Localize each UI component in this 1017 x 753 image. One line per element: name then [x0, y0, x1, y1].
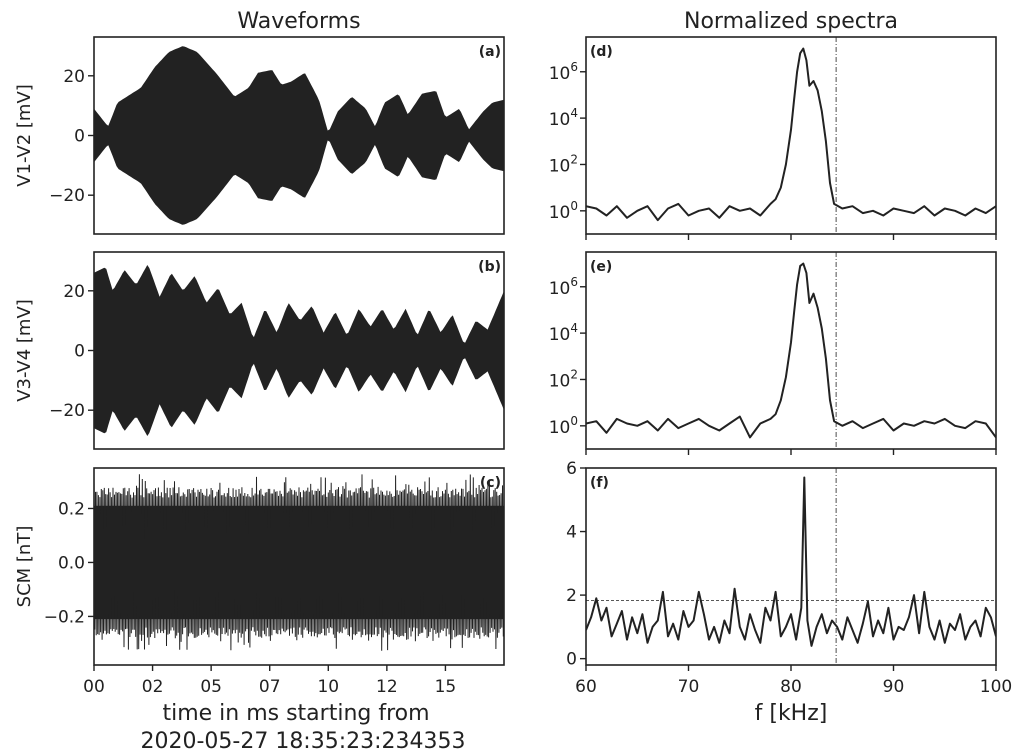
plot-area	[586, 262, 996, 439]
panel-b: 20 0 −20 (b) V3-V4 [mV]	[14, 251, 505, 450]
y-tick-label: 20	[63, 67, 85, 87]
y-tick-label: 0	[74, 342, 85, 362]
panel-letter: (b)	[478, 259, 501, 275]
noise-trace	[94, 474, 504, 651]
y-axis-label: SCM [nT]	[14, 526, 35, 608]
left-xlabel-line1: time in ms starting from	[162, 701, 429, 726]
y-tick-label: 0.0	[58, 553, 85, 573]
x-tick-label: 80	[780, 677, 802, 697]
y-axis-label: V1-V2 [mV]	[14, 84, 35, 187]
left-column-title: Waveforms	[237, 9, 360, 34]
x-tick-label: 07	[259, 677, 281, 697]
panel-a: 20 0 −20 (a) V1-V2 [mV]	[14, 36, 505, 235]
y-tick-label: 2	[566, 586, 577, 606]
panel-c: 0.2 0.0 −0.2 00 02 05 07 10 12 15 (c) SCM [nT]	[14, 467, 505, 697]
left-xlabel-line2: 2020-05-27 18:35:23:234353	[140, 729, 465, 753]
waveform-envelope	[94, 265, 504, 436]
axes-frame	[93, 467, 505, 666]
x-tick-label: 12	[376, 677, 398, 697]
panel-e: 100 102 104 106 (e)	[549, 251, 997, 455]
spectrum-line	[586, 476, 996, 647]
spectrum-line	[586, 47, 996, 222]
x-tick-label: 02	[142, 677, 164, 697]
panel-letter: (c)	[480, 475, 501, 491]
y-tick-label: 100	[549, 414, 578, 438]
panel-d: 100 102 104 106 (d)	[549, 36, 997, 240]
x-tick-label: 100	[980, 677, 1012, 697]
waveform-envelope	[94, 46, 504, 225]
y-tick-label: 0	[566, 650, 577, 670]
right-column-title: Normalized spectra	[684, 9, 898, 34]
y-tick-label: −0.2	[44, 607, 85, 627]
plot-area	[94, 265, 504, 436]
panel-letter: (f)	[590, 475, 609, 491]
axes-frame	[585, 251, 997, 450]
panel-letter: (a)	[479, 44, 501, 60]
y-tick-label: 0	[74, 127, 85, 147]
y-tick-label: 100	[549, 199, 578, 223]
panel-f: 0 2 4 6 60 70 80 90 100 (f)	[566, 459, 1012, 697]
spectrum-line	[586, 262, 996, 439]
y-tick-label: 104	[549, 106, 578, 130]
x-tick-label: 00	[83, 677, 105, 697]
y-tick-label: 102	[549, 367, 578, 391]
panels: 200−20(a)V1-V2 [mV]200−20(b)V3-V4 [mV]0.…	[14, 36, 1012, 697]
y-tick-label: 106	[549, 60, 578, 84]
y-tick-label: 104	[549, 321, 578, 345]
y-tick-label: 0.2	[58, 499, 85, 519]
plot-area	[94, 46, 504, 225]
x-tick-label: 70	[678, 677, 700, 697]
axes-frame	[585, 467, 997, 666]
x-tick-label: 60	[575, 677, 597, 697]
x-tick-label: 10	[317, 677, 339, 697]
y-tick-label: −20	[49, 186, 85, 206]
plot-area	[94, 474, 504, 651]
right-xlabel: f [kHz]	[755, 701, 828, 726]
y-tick-label: −20	[49, 401, 85, 421]
plot-area	[586, 47, 996, 222]
y-tick-label: 106	[549, 275, 578, 299]
panel-letter: (e)	[590, 259, 612, 275]
y-tick-label: 20	[63, 282, 85, 302]
plot-area	[586, 476, 996, 647]
y-tick-label: 4	[566, 523, 577, 543]
y-tick-label: 102	[549, 152, 578, 176]
x-tick-label: 05	[200, 677, 222, 697]
y-tick-label: 6	[566, 459, 577, 479]
panel-letter: (d)	[590, 44, 613, 60]
y-axis-label: V3-V4 [mV]	[14, 299, 35, 402]
x-tick-label: 90	[883, 677, 905, 697]
x-tick-label: 15	[435, 677, 457, 697]
